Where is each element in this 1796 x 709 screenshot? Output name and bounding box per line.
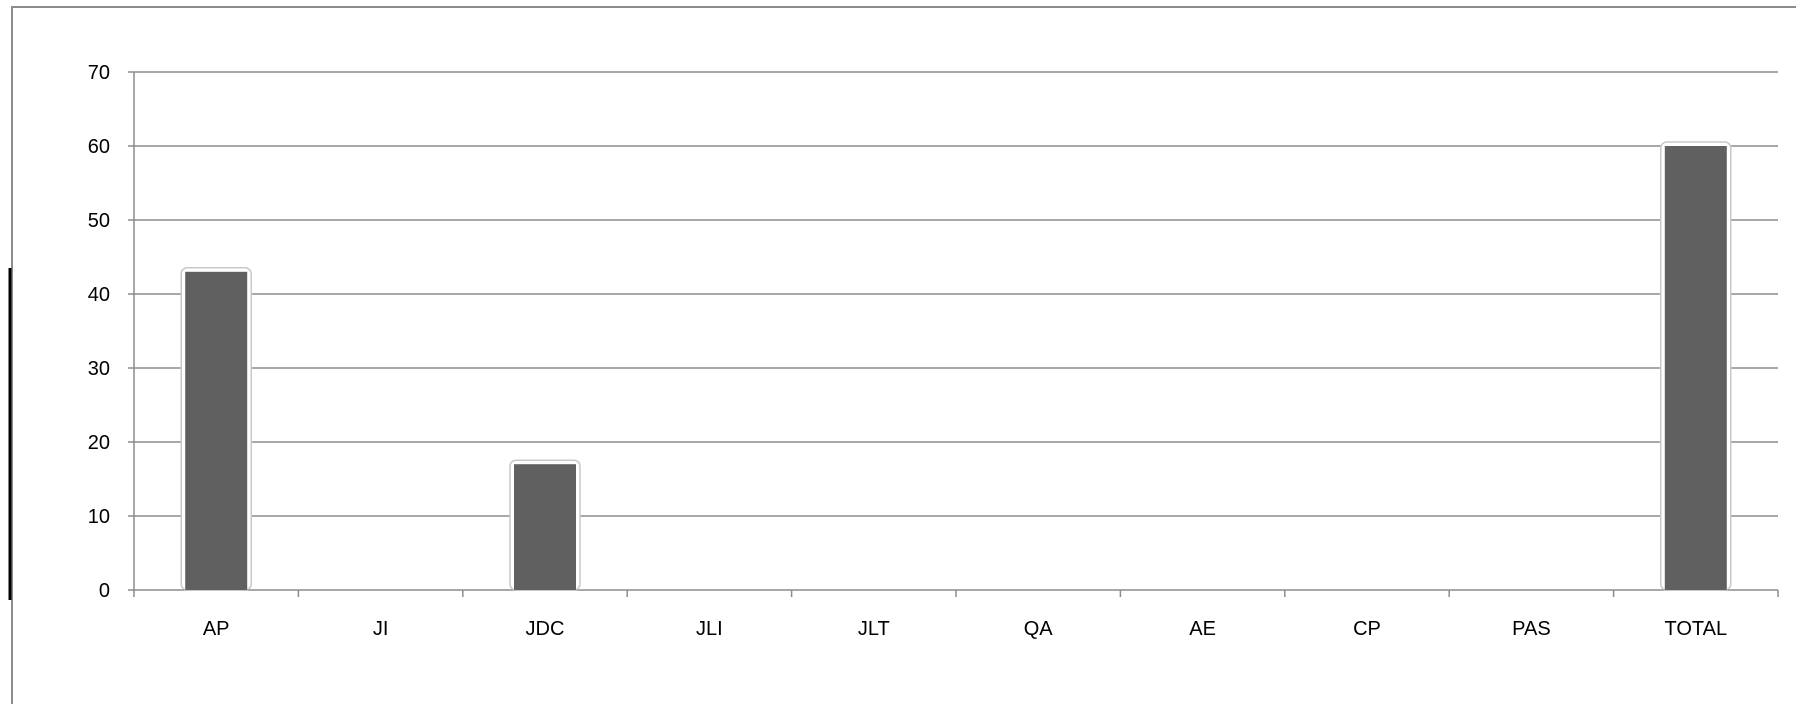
y-tick-label: 40	[88, 284, 110, 306]
bar-total	[1664, 146, 1727, 590]
y-tick-label: 30	[88, 358, 110, 380]
x-tick-label: PAS	[1512, 618, 1551, 640]
y-tick-label: 70	[88, 62, 110, 84]
y-tick-label: 20	[88, 432, 110, 454]
bar-ap	[185, 271, 248, 590]
x-tick-label: JLI	[696, 618, 723, 640]
y-tick-label: 50	[88, 210, 110, 232]
x-tick-label: QA	[1024, 618, 1054, 640]
axes	[128, 71, 1779, 597]
y-tick-label: 60	[88, 136, 110, 158]
x-tick-label: JI	[373, 618, 389, 640]
x-tick-label: TOTAL	[1664, 618, 1727, 640]
x-tick-label: AP	[203, 618, 230, 640]
tick-labels: 0 10 20 30 40 50 60 70 AP JI JDC JLI JLT QA AE CP PAS TOT…	[88, 62, 1727, 640]
bars	[180, 141, 1732, 591]
x-tick-label: JDC	[526, 618, 565, 640]
x-tick-label: AE	[1189, 618, 1216, 640]
x-tick-label: JLT	[858, 618, 890, 640]
bar-jdc	[514, 464, 576, 590]
gridlines	[134, 71, 1778, 517]
y-tick-label: 10	[88, 506, 110, 528]
chart-border	[11, 6, 1796, 708]
y-tick-label: 0	[99, 580, 110, 602]
x-tick-label: CP	[1353, 618, 1381, 640]
